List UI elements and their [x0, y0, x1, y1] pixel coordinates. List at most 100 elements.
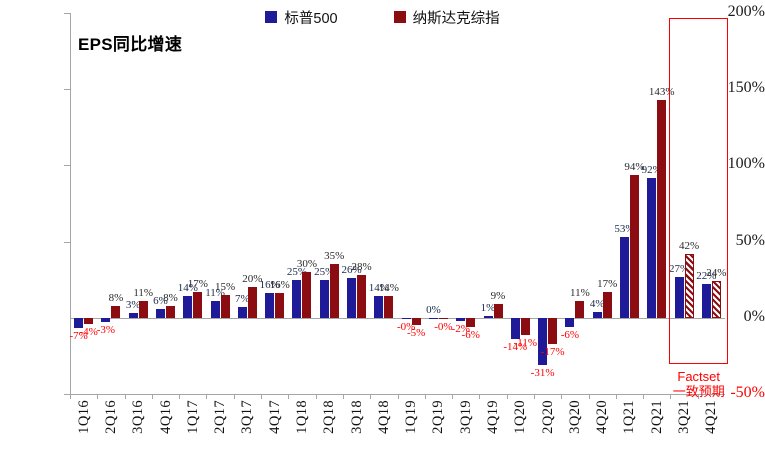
- bar-nq-3Q17: [247, 287, 257, 318]
- x-axis-label-1Q19: 1Q19: [403, 400, 420, 434]
- bar-value-nq-4Q21: 24%: [706, 267, 727, 280]
- bar-sp-4Q21: [701, 284, 711, 318]
- bar-sp-1Q21: [619, 237, 629, 318]
- x-axis-label-1Q18: 1Q18: [293, 400, 310, 434]
- bar-value-sp-3Q16: 3%: [125, 299, 141, 312]
- bar-sp-4Q19: [483, 316, 493, 318]
- bar-sp-2Q17: [210, 301, 220, 318]
- bar-sp-2Q19: [428, 317, 438, 320]
- bar-value-sp-1Q20: -14%: [503, 341, 528, 354]
- bar-value-nq-1Q20: -11%: [513, 336, 538, 349]
- bar-nq-1Q17: [193, 291, 203, 318]
- x-axis-label-1Q21: 1Q21: [621, 400, 638, 434]
- bar-nq-2Q18: [329, 264, 339, 318]
- x-axis-tick: [97, 394, 99, 399]
- x-axis-label-3Q17: 3Q17: [239, 400, 256, 434]
- bar-value-sp-2Q19: 0%: [426, 303, 441, 316]
- bar-value-sp-2Q21: 92%: [641, 163, 662, 176]
- bar-sp-1Q20: [510, 317, 520, 340]
- bar-nq-1Q21: [629, 174, 639, 318]
- bar-value-nq-3Q20: 11%: [570, 287, 590, 300]
- bar-value-nq-4Q20: 17%: [597, 277, 618, 290]
- bar-value-sp-2Q18: 25%: [314, 265, 335, 278]
- x-axis-label-2Q17: 2Q17: [212, 400, 229, 434]
- y-axis-line: [70, 13, 71, 394]
- bar-value-nq-2Q20: -17%: [540, 345, 565, 358]
- y-axis-tick: [64, 241, 71, 243]
- y-axis-tick-label: 100%: [727, 155, 765, 173]
- x-axis-tick: [588, 394, 590, 399]
- bar-sp-4Q20: [592, 311, 602, 318]
- x-axis-label-2Q20: 2Q20: [539, 400, 556, 434]
- y-axis-tick-label: 0%: [743, 307, 765, 325]
- bar-nq-4Q21: [711, 281, 721, 318]
- x-axis-tick: [288, 394, 290, 399]
- x-axis-label-2Q18: 2Q18: [321, 400, 338, 434]
- bar-nq-3Q20: [575, 301, 585, 318]
- bar-value-nq-3Q16: 11%: [133, 287, 154, 300]
- x-axis-tick: [424, 394, 426, 399]
- x-axis-labels: 1Q16 2Q16 3Q16 4Q16 1Q17 2Q17 3Q17 4Q17 1Q18 2Q18…: [70, 400, 725, 467]
- bar-sp-2Q16: [101, 317, 111, 323]
- x-axis-label-3Q20: 3Q20: [566, 400, 583, 434]
- bar-value-nq-3Q18: 28%: [351, 261, 372, 274]
- bar-value-nq-4Q18: 14%: [378, 282, 399, 295]
- y-axis-tick-label: 200%: [727, 3, 765, 20]
- chart-legend: 标普500 纳斯达克综指: [0, 6, 765, 28]
- bar-nq-4Q20: [602, 291, 612, 318]
- bar-sp-2Q20: [538, 317, 548, 366]
- x-axis-label-3Q18: 3Q18: [348, 400, 365, 434]
- bar-value-sp-4Q21: 22%: [696, 270, 717, 283]
- legend-label-nasdaq: 纳斯达克综指: [412, 10, 500, 27]
- y-axis-tick-label: -50%: [730, 384, 765, 401]
- bar-value-sp-1Q19: -0%: [396, 321, 416, 334]
- x-axis-label-4Q19: 4Q19: [485, 400, 502, 434]
- bar-value-nq-1Q16: -4%: [79, 325, 98, 338]
- bar-value-nq-2Q18: 35%: [324, 250, 345, 263]
- x-axis-tick: [206, 394, 208, 399]
- bar-value-sp-3Q21: 27%: [668, 262, 690, 275]
- bar-sp-3Q19: [456, 317, 466, 321]
- zero-baseline: [70, 317, 725, 319]
- legend-item-nasdaq: 纳斯达克综指: [393, 7, 500, 28]
- x-axis-tick: [697, 394, 699, 399]
- x-axis-tick: [615, 394, 617, 399]
- bar-value-nq-4Q19: 9%: [490, 290, 506, 303]
- x-axis-tick: [397, 394, 399, 399]
- bar-value-sp-4Q19: 1%: [480, 302, 496, 315]
- bar-sp-3Q16: [128, 313, 138, 318]
- x-axis-label-4Q17: 4Q17: [266, 400, 283, 434]
- x-axis-label-1Q20: 1Q20: [512, 400, 529, 434]
- bar-value-nq-4Q16: 8%: [163, 291, 178, 304]
- bar-value-sp-4Q18: 14%: [368, 282, 389, 295]
- x-axis-tick: [70, 394, 71, 399]
- bar-value-nq-4Q17: 16%: [269, 279, 290, 292]
- bar-nq-2Q20: [548, 317, 558, 344]
- legend-label-sp500: 标普500: [284, 10, 338, 27]
- legend-item-sp500: 标普500: [265, 7, 338, 28]
- y-axis-tick: [64, 165, 71, 167]
- bar-value-sp-4Q20: 4%: [589, 297, 605, 310]
- forecast-region-box: [669, 18, 728, 364]
- bar-value-nq-3Q17: 20%: [242, 273, 263, 286]
- bar-sp-3Q21: [674, 276, 684, 318]
- forecast-annotation: Factset 一致预期: [669, 369, 728, 399]
- x-axis-tick: [506, 394, 508, 399]
- x-axis-tick: [342, 394, 344, 399]
- x-axis-tick: [233, 394, 235, 399]
- bar-nq-1Q19: [411, 317, 421, 326]
- bar-sp-1Q18: [292, 279, 302, 318]
- bar-nq-4Q18: [384, 296, 394, 318]
- bar-sp-3Q17: [237, 307, 247, 318]
- bar-value-nq-2Q19: -0%: [434, 321, 453, 334]
- bar-nq-1Q18: [302, 272, 312, 318]
- bars-layer: -7% -4% -3% 8% 3% 11% 6% 8% 14% 17% 11% 15% 7% 20% 16%…: [69, 13, 727, 394]
- bar-value-sp-2Q16: -3%: [96, 324, 116, 337]
- legend-swatch-nasdaq: [393, 11, 406, 23]
- forecast-annotation-line2: 一致预期: [672, 383, 725, 399]
- bar-nq-4Q16: [166, 305, 176, 318]
- bar-value-sp-1Q17: 14%: [177, 282, 198, 295]
- x-axis-label-2Q19: 2Q19: [430, 400, 447, 434]
- bar-nq-1Q20: [520, 317, 530, 335]
